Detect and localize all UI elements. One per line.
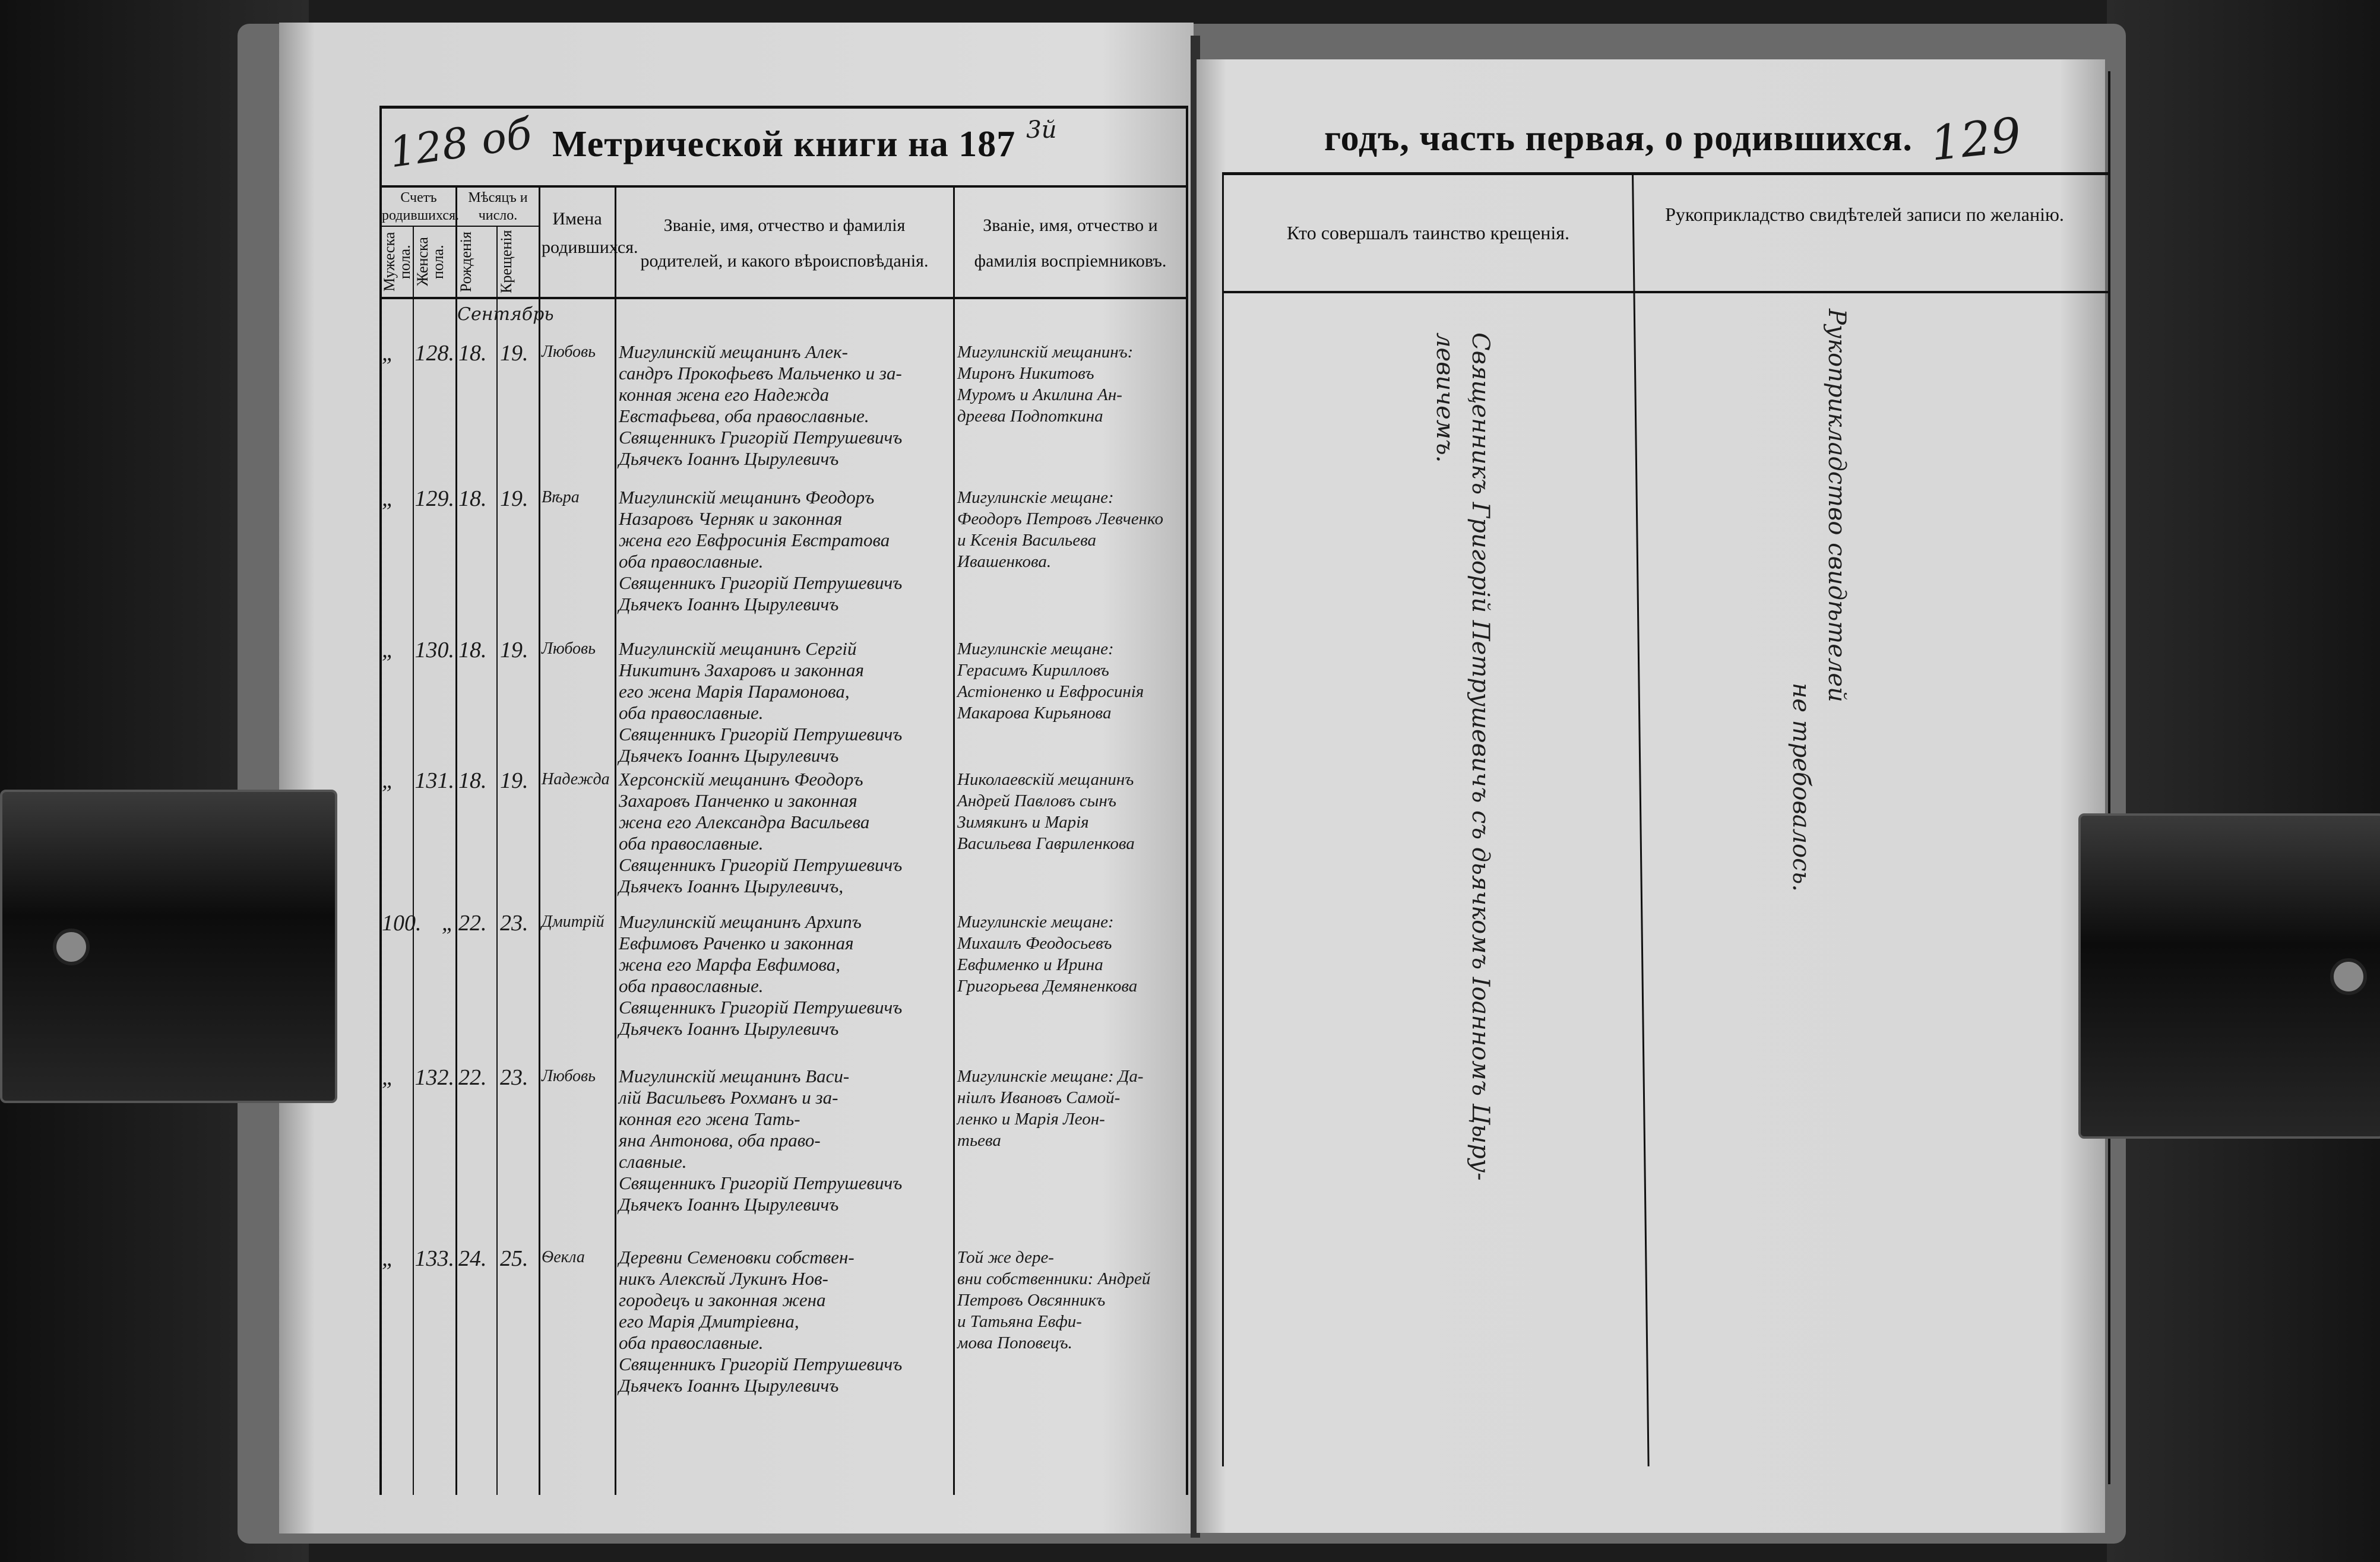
- row-child-name: Ѳекла: [542, 1248, 585, 1266]
- left-page: [279, 23, 1194, 1534]
- row-birth-day: 18.: [458, 341, 487, 366]
- year-handwritten: 3й: [1026, 116, 1057, 144]
- header-top-line-right: [1222, 172, 2110, 175]
- header-birth: Рожденія: [457, 232, 474, 292]
- header-baptism: Крещенія: [498, 230, 515, 294]
- page-title-right-row: годъ, часть первая, о родившихся. 129: [1324, 107, 2024, 171]
- header-male: Мужеска пола.: [381, 232, 413, 292]
- row-godparents: Мигулинскіе мещане: Да- ніилъ Ивановъ Са…: [957, 1067, 1144, 1150]
- column-divider: [953, 185, 955, 1495]
- folio-number-right: 129: [1928, 107, 2024, 172]
- baptizer-text-line-1: Священникъ Григорій Петрушевичъ съ дьячк…: [1467, 332, 1494, 1181]
- row-baptism-day: 25.: [500, 1246, 528, 1271]
- row-parents: Херсонскій мещанинъ Феодоръ Захаровъ Пан…: [619, 769, 903, 896]
- table-left-border: [379, 106, 382, 1495]
- page-title-left-row: Метрической книги на 187 3й: [552, 116, 1057, 166]
- row-godparents: Николаевскій мещанинъ Андрей Павловъ сын…: [957, 770, 1135, 853]
- row-parents: Мигулинскій мещанинъ Сергій Никитинъ Зах…: [619, 638, 903, 766]
- row-baptism-day: 19.: [500, 768, 528, 793]
- header-top-line: [379, 185, 1188, 188]
- column-divider: [539, 185, 540, 1495]
- row-male-count: 100.: [382, 911, 422, 936]
- header-count: Счетъ родившихся.: [382, 190, 460, 223]
- row-female-count: „: [441, 911, 454, 936]
- row-child-name: Любовь: [542, 1067, 596, 1085]
- row-birth-day: 22.: [458, 1065, 487, 1090]
- row-parents: Мигулинскій мещанинъ Васи- лій Васильевъ…: [619, 1066, 903, 1215]
- header-bottom-line-right: [1222, 291, 2110, 293]
- row-birth-day: 18.: [458, 638, 487, 663]
- row-baptism-day: 19.: [500, 638, 528, 663]
- row-parents: Мигулинскій мещанинъ Архипъ Евфимовъ Рач…: [619, 911, 903, 1039]
- row-male-count: „: [382, 341, 395, 366]
- row-male-count: „: [382, 638, 395, 663]
- row-godparents: Той же дере- вни собственники: Андрей Пе…: [957, 1248, 1151, 1352]
- header-names: Имена родившихся.: [542, 209, 638, 257]
- row-parents: Мигулинскій мещанинъ Алек- сандръ Прокоф…: [619, 341, 903, 469]
- row-baptism-day: 19.: [500, 486, 528, 511]
- header-bottom-line: [379, 297, 1188, 299]
- column-divider: [455, 185, 457, 1495]
- column-divider: [496, 226, 498, 1495]
- row-male-count: „: [382, 1065, 395, 1090]
- table-right-border-right: [2108, 71, 2110, 1484]
- column-divider: [615, 185, 616, 1495]
- header-parents: Званіе, имя, отчество и фамилія родителе…: [640, 216, 929, 271]
- row-female-count: 132.: [414, 1065, 455, 1090]
- row-child-name: Вѣра: [542, 488, 580, 506]
- book-clip-left: [0, 790, 337, 1103]
- row-godparents: Мигулинскіе мещане: Герасимъ Кирилловъ А…: [957, 639, 1144, 723]
- header-month: Мѣсяцъ и число.: [468, 190, 528, 223]
- row-child-name: Любовь: [542, 639, 596, 658]
- row-female-count: 128.: [414, 341, 455, 366]
- book-clip-right: [2078, 813, 2380, 1139]
- row-female-count: 130.: [414, 638, 455, 663]
- page-title-right: годъ, часть первая, о родившихся.: [1324, 118, 1913, 159]
- table-left-border-right: [1222, 172, 1224, 1466]
- row-male-count: „: [382, 1246, 395, 1271]
- header-witnesses: Рукоприкладство свидѣтелей записи по жел…: [1665, 204, 2064, 225]
- row-male-count: „: [382, 768, 395, 793]
- row-parents: Деревни Семеновки собствен- никъ Алексѣй…: [619, 1247, 903, 1396]
- table-top-border: [379, 106, 1188, 109]
- month-note: Сентябрь: [457, 304, 554, 325]
- table-right-border: [1186, 106, 1188, 1495]
- header-sub-line: [379, 226, 539, 227]
- header-female: Женска пола.: [414, 237, 447, 287]
- witnesses-text-line-1: Рукоприкладство свидѣтелей: [1823, 309, 1850, 702]
- row-birth-day: 22.: [458, 911, 487, 936]
- row-child-name: Любовь: [542, 343, 596, 361]
- row-baptism-day: 19.: [500, 341, 528, 366]
- header-godparents: Званіе, имя, отчество и фамилія воспріем…: [974, 216, 1167, 271]
- row-female-count: 133.: [414, 1246, 455, 1271]
- page-title-left: Метрической книги на 187: [552, 124, 1016, 164]
- row-godparents: Мигулинскіе мещане: Феодоръ Петровъ Левч…: [957, 488, 1163, 571]
- baptizer-text-line-2: левичемъ.: [1431, 332, 1458, 463]
- column-divider: [413, 226, 414, 1495]
- row-birth-day: 18.: [458, 768, 487, 793]
- right-page: [1197, 59, 2105, 1533]
- row-female-count: 129.: [414, 486, 455, 511]
- row-child-name: Надежда: [542, 770, 610, 788]
- scanner-background-right: [2107, 0, 2380, 1562]
- header-baptizer: Кто совершалъ таинство крещенія.: [1287, 222, 1569, 243]
- row-child-name: Дмитрій: [542, 913, 605, 931]
- row-baptism-day: 23.: [500, 911, 528, 936]
- row-birth-day: 24.: [458, 1246, 487, 1271]
- row-female-count: 131.: [414, 768, 455, 793]
- row-baptism-day: 23.: [500, 1065, 528, 1090]
- row-birth-day: 18.: [458, 486, 487, 511]
- row-godparents: Мигулинскій мещанинъ: Миронъ Никитовъ Му…: [957, 343, 1134, 426]
- witnesses-text-line-2: не требовалось.: [1787, 683, 1815, 892]
- row-godparents: Мигулинскіе мещане: Михаилъ Феодосьевъ Е…: [957, 913, 1138, 996]
- row-parents: Мигулинскій мещанинъ Феодоръ Назаровъ Че…: [619, 487, 903, 614]
- row-male-count: „: [382, 486, 395, 511]
